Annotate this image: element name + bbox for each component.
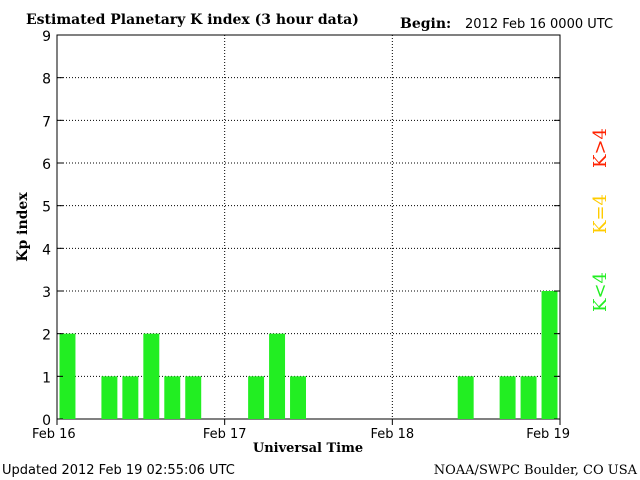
- gridlines: [57, 35, 560, 419]
- kp-bar: [269, 333, 286, 419]
- kp-bar: [499, 376, 516, 419]
- updated-timestamp: Updated 2012 Feb 19 02:55:06 UTC: [2, 463, 235, 478]
- x-axis-ticks: Feb 16 Feb 17 Feb 18 Feb 19: [32, 419, 570, 442]
- plot-frame: [56, 34, 561, 420]
- kp-bar: [520, 376, 537, 419]
- chart-title: Estimated Planetary K index (3 hour data…: [26, 12, 359, 28]
- kp-bar: [290, 376, 306, 419]
- y-axis-label: Kp index: [15, 192, 31, 262]
- kp-bar: [101, 376, 118, 419]
- x-axis-label: Universal Time: [253, 441, 363, 456]
- kp-bar: [248, 376, 265, 419]
- y-tick-label: 4: [42, 242, 51, 258]
- legend-k-greater-4: K>4: [590, 128, 611, 168]
- begin-value: 2012 Feb 16 0000 UTC: [465, 17, 613, 32]
- legend-k-less-4: K<4: [590, 272, 611, 312]
- x-tick-label: Feb 17: [203, 427, 247, 442]
- x-tick-label: Feb 19: [526, 427, 570, 442]
- kp-bar: [143, 333, 160, 419]
- x-tick-label: Feb 18: [370, 427, 414, 442]
- plot-area: 0 1 2 3 4 5 6 7 8 9 Feb 16 Feb 17 Feb 18 Feb 19: [32, 29, 570, 442]
- y-tick-label: 9: [42, 29, 51, 45]
- y-tick-label: 7: [42, 114, 51, 130]
- begin-label: Begin:: [400, 16, 451, 32]
- y-tick-label: 8: [42, 72, 51, 88]
- kp-bar: [59, 333, 76, 419]
- data-source: NOAA/SWPC Boulder, CO USA: [434, 463, 638, 478]
- kp-bar: [122, 376, 139, 419]
- kp-bar: [457, 376, 474, 419]
- y-tick-label: 5: [42, 200, 51, 216]
- x-tick-label: Feb 16: [32, 427, 76, 442]
- legend-k-equal-4: K=4: [590, 194, 611, 234]
- y-tick-label: 6: [42, 157, 51, 173]
- kp-bar: [164, 376, 181, 419]
- y-tick-label: 1: [42, 370, 51, 386]
- kp-bar: [185, 376, 202, 419]
- bar-series: [59, 291, 558, 419]
- y-tick-label: 3: [42, 285, 51, 301]
- y-axis-ticks: 0 1 2 3 4 5 6 7 8 9: [42, 29, 560, 429]
- y-tick-label: 0: [42, 413, 51, 429]
- kp-bar: [541, 291, 558, 419]
- y-tick-label: 2: [42, 328, 51, 344]
